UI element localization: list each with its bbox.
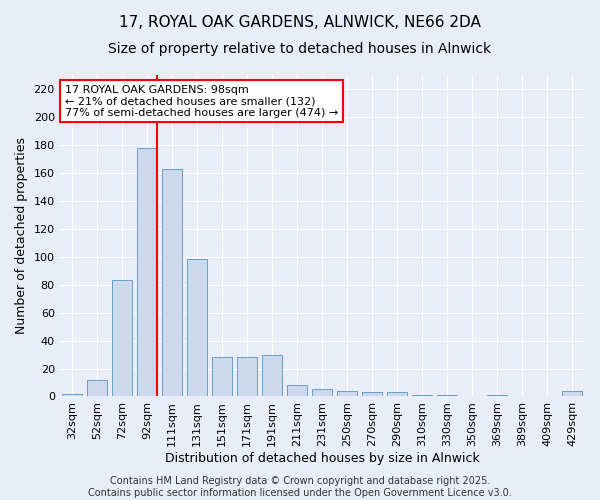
Bar [137,148,157,396]
Bar [362,392,382,396]
Bar [388,392,407,396]
Bar [62,394,82,396]
Bar [187,260,207,396]
Bar [237,358,257,397]
Bar [212,358,232,397]
Y-axis label: Number of detached properties: Number of detached properties [15,137,28,334]
Bar [112,280,132,396]
Bar [412,395,433,396]
Bar [162,168,182,396]
X-axis label: Distribution of detached houses by size in Alnwick: Distribution of detached houses by size … [165,452,480,465]
Bar [487,395,508,396]
Bar [313,390,332,396]
Bar [562,391,583,396]
Text: Size of property relative to detached houses in Alnwick: Size of property relative to detached ho… [109,42,491,56]
Bar [87,380,107,396]
Bar [437,395,457,396]
Bar [287,386,307,396]
Text: 17, ROYAL OAK GARDENS, ALNWICK, NE66 2DA: 17, ROYAL OAK GARDENS, ALNWICK, NE66 2DA [119,15,481,30]
Text: Contains HM Land Registry data © Crown copyright and database right 2025.
Contai: Contains HM Land Registry data © Crown c… [88,476,512,498]
Text: 17 ROYAL OAK GARDENS: 98sqm
← 21% of detached houses are smaller (132)
77% of se: 17 ROYAL OAK GARDENS: 98sqm ← 21% of det… [65,84,338,118]
Bar [337,391,358,396]
Bar [262,354,283,397]
